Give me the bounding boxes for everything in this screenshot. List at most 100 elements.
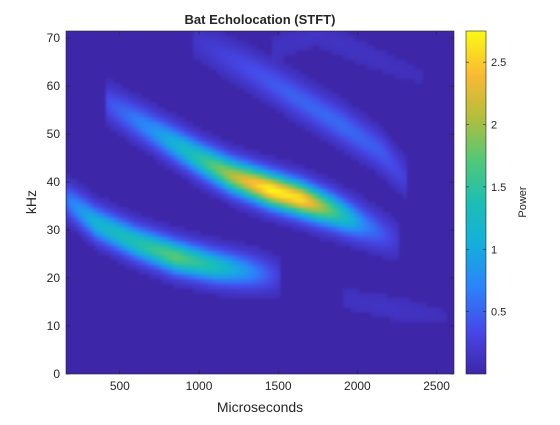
- heatmap-cell: [394, 307, 400, 313]
- heatmap-cell: [370, 235, 376, 242]
- heatmap-cell: [200, 54, 206, 61]
- heatmap-cell: [240, 54, 245, 61]
- heatmap-cell: [351, 216, 356, 223]
- heatmap-cell: [248, 88, 253, 94]
- heatmap-cell: [263, 207, 269, 213]
- heatmap-cell: [220, 173, 225, 180]
- heatmap-cell: [256, 178, 261, 185]
- heatmap-cell: [327, 88, 332, 94]
- heatmap-cell: [351, 302, 356, 308]
- heatmap-cell: [323, 192, 328, 199]
- heatmap-cell: [323, 126, 328, 132]
- heatmap-cell: [382, 64, 388, 70]
- heatmap-cell: [121, 102, 126, 108]
- heatmap-cell: [390, 250, 396, 256]
- heatmap-cell: [184, 173, 190, 180]
- heatmap-cell: [291, 69, 297, 75]
- heatmap-cell: [307, 226, 313, 232]
- heatmap-cell: [240, 188, 245, 194]
- heatmap-cell: [149, 231, 154, 237]
- heatmap-cell: [374, 64, 380, 70]
- heatmap-cell: [406, 316, 412, 323]
- heatmap-cell: [434, 312, 439, 318]
- heatmap-cell: [180, 273, 186, 280]
- heatmap-cell: [295, 207, 301, 213]
- heatmap-cell: [172, 126, 178, 132]
- heatmap-cell: [374, 135, 380, 142]
- heatmap-cell: [390, 302, 396, 308]
- heatmap-cell: [378, 140, 384, 146]
- heatmap-cell: [212, 240, 218, 246]
- heatmap-cell: [315, 216, 320, 223]
- heatmap-cell: [224, 240, 229, 246]
- heatmap-cell: [101, 240, 107, 246]
- heatmap-cell: [252, 59, 257, 65]
- heatmap-cell: [208, 50, 214, 56]
- heatmap-cell: [137, 212, 142, 218]
- heatmap-cell: [236, 50, 241, 56]
- heatmap-cell: [307, 45, 313, 51]
- heatmap-cell: [295, 178, 301, 185]
- heatmap-cell: [390, 69, 396, 75]
- colorbar-tick-label: 1.5: [491, 182, 506, 194]
- heatmap-cell: [291, 178, 297, 185]
- heatmap-cell: [244, 245, 249, 251]
- heatmap-cell: [204, 135, 210, 142]
- heatmap-cell: [236, 150, 241, 156]
- heatmap-cell: [370, 216, 376, 223]
- heatmap-cell: [390, 183, 396, 189]
- heatmap-cell: [212, 183, 218, 189]
- heatmap-cell: [224, 173, 229, 180]
- heatmap-cell: [402, 73, 408, 80]
- heatmap-cell: [188, 173, 194, 180]
- heatmap-cell: [287, 35, 293, 42]
- heatmap-cell: [256, 250, 261, 256]
- heatmap-cell: [121, 216, 126, 223]
- heatmap-cell: [117, 221, 123, 227]
- heatmap-cell: [164, 221, 170, 227]
- heatmap-cell: [164, 254, 170, 261]
- heatmap-cell: [299, 31, 305, 37]
- heatmap-cell: [172, 250, 178, 256]
- heatmap-cell: [256, 273, 261, 280]
- heatmap-cell: [236, 250, 241, 256]
- heatmap-cell: [267, 73, 273, 80]
- heatmap-cell: [180, 145, 186, 151]
- heatmap-cell: [275, 254, 281, 261]
- heatmap-cell: [93, 216, 99, 223]
- heatmap-cell: [347, 40, 352, 46]
- heatmap-cell: [220, 259, 225, 266]
- heatmap-cell: [299, 73, 305, 80]
- heatmap-cell: [358, 221, 364, 227]
- heatmap-cell: [228, 64, 233, 70]
- heatmap-cell: [164, 164, 170, 170]
- heatmap-cell: [327, 102, 332, 108]
- heatmap-cell: [204, 288, 210, 294]
- heatmap-cell: [394, 64, 400, 70]
- heatmap-cell: [339, 197, 344, 204]
- heatmap-cell: [180, 254, 186, 261]
- heatmap-cell: [307, 173, 313, 180]
- heatmap-cell: [362, 240, 368, 246]
- heatmap-cell: [133, 231, 138, 237]
- heatmap-cell: [172, 269, 178, 275]
- heatmap-cell: [256, 283, 261, 289]
- heatmap-cell: [133, 212, 138, 218]
- heatmap-cell: [172, 264, 178, 270]
- heatmap-cell: [208, 135, 214, 142]
- heatmap-cell: [240, 202, 245, 208]
- heatmap-cell: [188, 178, 194, 185]
- heatmap-cell: [275, 221, 281, 227]
- heatmap-cell: [66, 173, 71, 180]
- heatmap-cell: [109, 231, 115, 237]
- heatmap-cell: [311, 188, 317, 194]
- heatmap-cell: [105, 202, 111, 208]
- heatmap-cell: [176, 245, 182, 251]
- heatmap-cell: [236, 154, 241, 161]
- heatmap-cell: [382, 131, 388, 137]
- heatmap-cell: [109, 216, 115, 223]
- heatmap-cell: [366, 221, 372, 227]
- heatmap-cell: [204, 183, 210, 189]
- heatmap-cell: [129, 221, 134, 227]
- heatmap-cell: [196, 45, 202, 51]
